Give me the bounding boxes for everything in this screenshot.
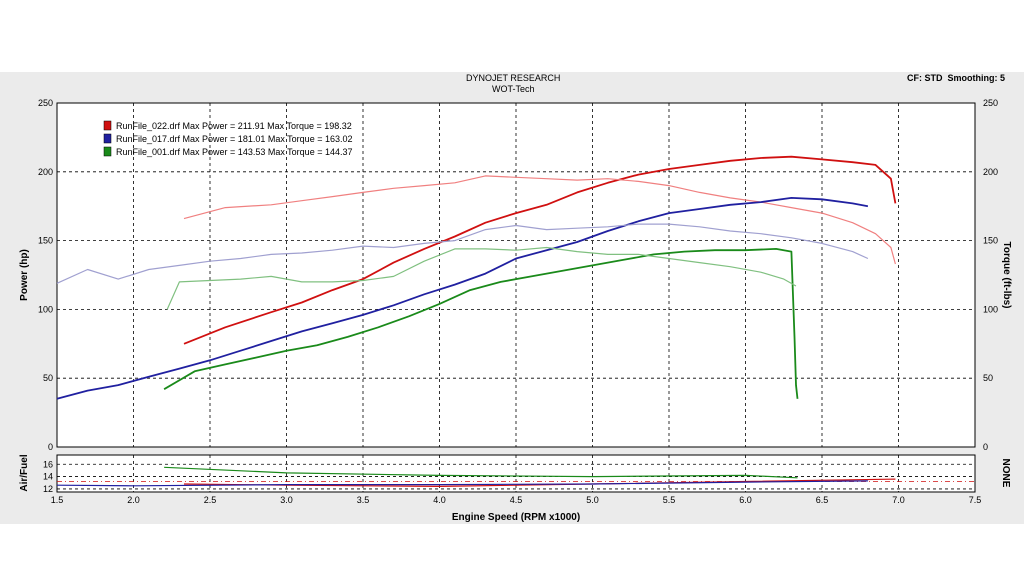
series-line-power <box>56 196 869 400</box>
afr-y-tick-label: 16 <box>43 459 53 469</box>
legend-swatch <box>103 120 112 131</box>
afr-series-line <box>56 480 868 487</box>
main-plot-area <box>56 102 976 448</box>
legend-entry: RunFile_022.drf Max Power = 211.91 Max T… <box>116 121 352 131</box>
cf-label: CF: STD Smoothing: 5 <box>907 73 1005 83</box>
series-line-torque <box>56 223 869 284</box>
y-axis-label-right: Torque (ft-lbs) <box>1001 241 1012 308</box>
y-tick-label-left: 0 <box>48 442 53 452</box>
y-tick-label-right: 250 <box>983 98 998 108</box>
x-tick-label: 7.0 <box>892 495 905 505</box>
legend-swatch <box>103 133 112 144</box>
x-tick-label: 5.0 <box>586 495 599 505</box>
y-tick-label-left: 50 <box>43 373 53 383</box>
y-tick-label-left: 200 <box>38 167 53 177</box>
y-tick-label-right: 100 <box>983 304 998 314</box>
grid-lines <box>57 103 975 447</box>
chart-title: DYNOJET RESEARCH <box>466 73 561 83</box>
x-tick-label: 4.5 <box>510 495 523 505</box>
x-tick-label: 5.5 <box>663 495 676 505</box>
x-tick-label: 2.5 <box>204 495 217 505</box>
x-tick-label: 4.0 <box>433 495 446 505</box>
cf-value: CF: STD <box>907 73 943 83</box>
x-tick-label: 2.0 <box>127 495 140 505</box>
x-tick-label: 3.0 <box>280 495 293 505</box>
smoothing-value: Smoothing: 5 <box>947 73 1006 83</box>
y-tick-label-right: 150 <box>983 236 998 246</box>
series-layer <box>56 155 897 400</box>
y-axis-label-left: Power (hp) <box>19 249 30 301</box>
x-tick-label: 6.5 <box>816 495 829 505</box>
legend-entry: RunFile_017.drf Max Power = 181.01 Max T… <box>116 134 352 144</box>
afr-y-tick-label: 14 <box>43 472 53 482</box>
legend: RunFile_022.drf Max Power = 211.91 Max T… <box>103 120 352 157</box>
tick-labels: 1.5 2.0 2.5 3.0 3.5 4.0 4.5 5.0 5.5 6.0 6.5 7.0 7.5 0… <box>38 98 998 505</box>
y-tick-label-left: 100 <box>38 304 53 314</box>
x-tick-label: 6.0 <box>739 495 752 505</box>
y-tick-label-left: 150 <box>38 236 53 246</box>
x-tick-label: 7.5 <box>969 495 982 505</box>
y-tick-label-left: 250 <box>38 98 53 108</box>
series-line-power <box>183 155 897 345</box>
afr-series-line <box>164 466 798 479</box>
x-tick-label: 1.5 <box>51 495 64 505</box>
series-line-torque <box>183 175 896 265</box>
chart-subtitle: WOT-Tech <box>492 84 535 94</box>
series-line-power <box>163 247 799 399</box>
legend-swatch <box>103 146 112 157</box>
afr-axis-label-right: NONE <box>1000 459 1011 488</box>
y-tick-label-right: 50 <box>983 373 993 383</box>
afr-series-layer <box>56 466 896 488</box>
afr-axis-label-left: Air/Fuel <box>19 454 30 491</box>
y-tick-label-right: 0 <box>983 442 988 452</box>
afr-y-tick-label: 12 <box>43 484 53 494</box>
legend-entry: RunFile_001.drf Max Power = 143.53 Max T… <box>116 147 352 157</box>
x-tick-label: 3.5 <box>357 495 370 505</box>
x-axis-label: Engine Speed (RPM x1000) <box>452 512 580 523</box>
y-tick-label-right: 200 <box>983 167 998 177</box>
series-line-torque <box>166 246 797 310</box>
